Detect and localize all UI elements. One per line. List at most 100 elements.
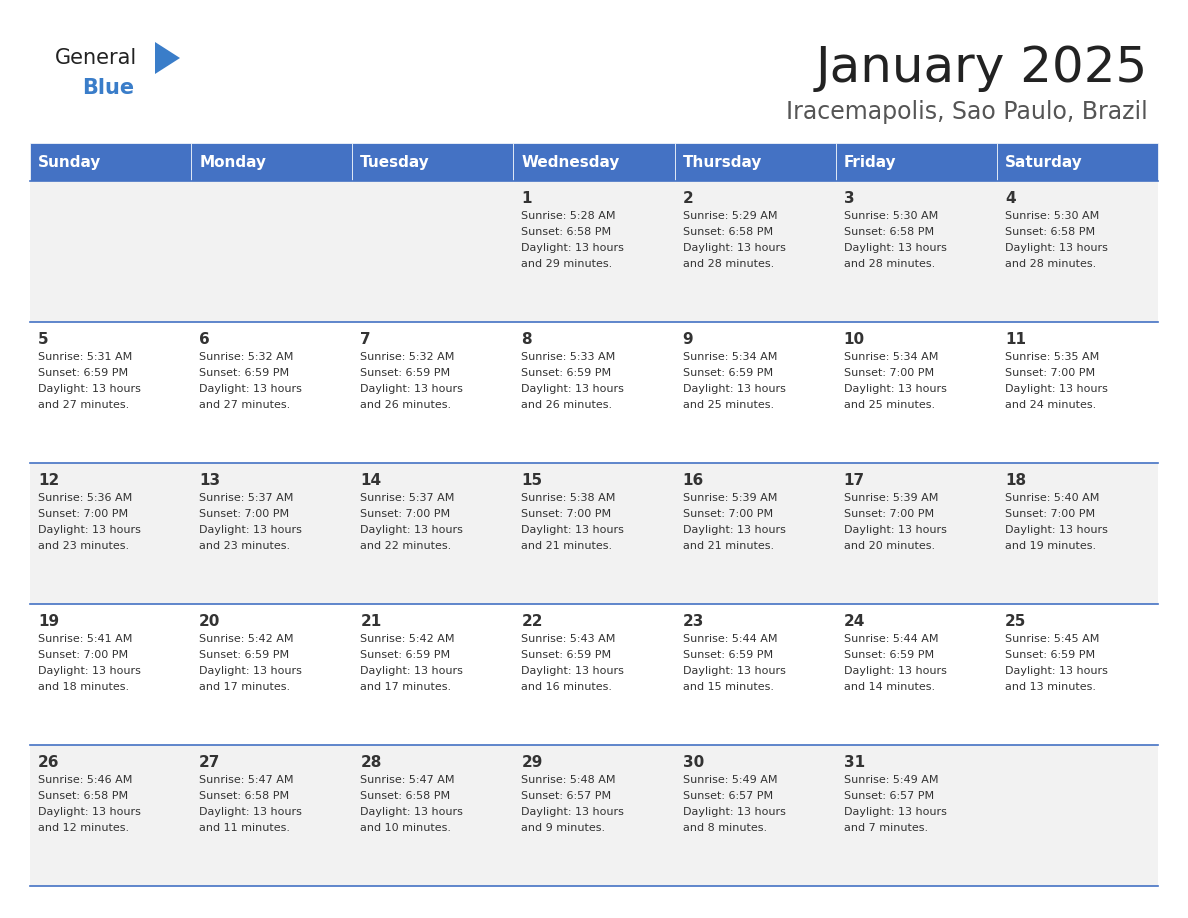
Text: and 24 minutes.: and 24 minutes. <box>1005 400 1097 410</box>
Text: 25: 25 <box>1005 614 1026 629</box>
Text: 14: 14 <box>360 473 381 488</box>
Text: Daylight: 13 hours: Daylight: 13 hours <box>683 243 785 253</box>
Text: Friday: Friday <box>843 154 896 170</box>
Text: Sunrise: 5:41 AM: Sunrise: 5:41 AM <box>38 634 132 644</box>
Text: 27: 27 <box>200 755 221 770</box>
Text: Sunset: 7:00 PM: Sunset: 7:00 PM <box>360 509 450 519</box>
Text: Daylight: 13 hours: Daylight: 13 hours <box>843 666 947 676</box>
Text: 19: 19 <box>38 614 59 629</box>
Text: Daylight: 13 hours: Daylight: 13 hours <box>683 666 785 676</box>
Text: Sunset: 6:58 PM: Sunset: 6:58 PM <box>683 227 772 237</box>
Text: Sunrise: 5:44 AM: Sunrise: 5:44 AM <box>843 634 939 644</box>
Text: Sunset: 6:59 PM: Sunset: 6:59 PM <box>1005 650 1095 660</box>
Text: Sunset: 6:59 PM: Sunset: 6:59 PM <box>200 368 289 378</box>
Bar <box>997 143 1158 181</box>
Text: and 23 minutes.: and 23 minutes. <box>38 541 129 551</box>
Text: Sunset: 6:58 PM: Sunset: 6:58 PM <box>843 227 934 237</box>
Text: and 29 minutes.: and 29 minutes. <box>522 259 613 269</box>
Text: Sunset: 7:00 PM: Sunset: 7:00 PM <box>38 509 128 519</box>
Text: Daylight: 13 hours: Daylight: 13 hours <box>200 807 302 817</box>
Text: 13: 13 <box>200 473 220 488</box>
Text: Sunrise: 5:32 AM: Sunrise: 5:32 AM <box>200 352 293 362</box>
Text: 5: 5 <box>38 332 49 347</box>
Text: Daylight: 13 hours: Daylight: 13 hours <box>1005 666 1107 676</box>
Text: Daylight: 13 hours: Daylight: 13 hours <box>843 525 947 535</box>
Text: and 14 minutes.: and 14 minutes. <box>843 682 935 692</box>
Bar <box>30 745 1158 886</box>
Bar <box>513 143 675 181</box>
Text: Sunset: 6:59 PM: Sunset: 6:59 PM <box>683 650 772 660</box>
Text: and 8 minutes.: and 8 minutes. <box>683 823 766 833</box>
Text: Sunrise: 5:33 AM: Sunrise: 5:33 AM <box>522 352 615 362</box>
Text: Daylight: 13 hours: Daylight: 13 hours <box>522 666 625 676</box>
Text: Monday: Monday <box>200 154 266 170</box>
Text: Sunrise: 5:36 AM: Sunrise: 5:36 AM <box>38 493 132 503</box>
Text: Sunset: 7:00 PM: Sunset: 7:00 PM <box>38 650 128 660</box>
Text: Sunrise: 5:39 AM: Sunrise: 5:39 AM <box>843 493 939 503</box>
Text: Sunset: 6:58 PM: Sunset: 6:58 PM <box>38 791 128 801</box>
Text: Daylight: 13 hours: Daylight: 13 hours <box>1005 384 1107 394</box>
Text: 20: 20 <box>200 614 221 629</box>
Text: Daylight: 13 hours: Daylight: 13 hours <box>360 525 463 535</box>
Text: 11: 11 <box>1005 332 1026 347</box>
Text: and 28 minutes.: and 28 minutes. <box>843 259 935 269</box>
Text: 30: 30 <box>683 755 703 770</box>
Text: 3: 3 <box>843 191 854 206</box>
Text: Sunset: 7:00 PM: Sunset: 7:00 PM <box>1005 509 1095 519</box>
Text: and 12 minutes.: and 12 minutes. <box>38 823 129 833</box>
Text: and 10 minutes.: and 10 minutes. <box>360 823 451 833</box>
Text: Daylight: 13 hours: Daylight: 13 hours <box>200 384 302 394</box>
Text: 16: 16 <box>683 473 703 488</box>
Text: Thursday: Thursday <box>683 154 762 170</box>
Text: Daylight: 13 hours: Daylight: 13 hours <box>1005 243 1107 253</box>
Text: Daylight: 13 hours: Daylight: 13 hours <box>522 807 625 817</box>
Text: Sunrise: 5:42 AM: Sunrise: 5:42 AM <box>360 634 455 644</box>
Text: 23: 23 <box>683 614 704 629</box>
Text: Sunrise: 5:48 AM: Sunrise: 5:48 AM <box>522 775 615 785</box>
Text: 28: 28 <box>360 755 381 770</box>
Text: Sunset: 6:58 PM: Sunset: 6:58 PM <box>360 791 450 801</box>
Text: Sunset: 7:00 PM: Sunset: 7:00 PM <box>683 509 772 519</box>
Text: and 18 minutes.: and 18 minutes. <box>38 682 129 692</box>
Text: 7: 7 <box>360 332 371 347</box>
Text: Daylight: 13 hours: Daylight: 13 hours <box>200 525 302 535</box>
Text: 31: 31 <box>843 755 865 770</box>
Text: Saturday: Saturday <box>1005 154 1082 170</box>
Text: Sunrise: 5:49 AM: Sunrise: 5:49 AM <box>843 775 939 785</box>
Text: and 20 minutes.: and 20 minutes. <box>843 541 935 551</box>
Text: Sunrise: 5:42 AM: Sunrise: 5:42 AM <box>200 634 293 644</box>
Text: Sunrise: 5:47 AM: Sunrise: 5:47 AM <box>200 775 293 785</box>
Text: Sunset: 6:59 PM: Sunset: 6:59 PM <box>360 368 450 378</box>
Text: Daylight: 13 hours: Daylight: 13 hours <box>683 384 785 394</box>
Text: Sunset: 7:00 PM: Sunset: 7:00 PM <box>843 368 934 378</box>
Text: and 19 minutes.: and 19 minutes. <box>1005 541 1097 551</box>
Text: Daylight: 13 hours: Daylight: 13 hours <box>683 807 785 817</box>
Text: Sunrise: 5:31 AM: Sunrise: 5:31 AM <box>38 352 132 362</box>
Text: Daylight: 13 hours: Daylight: 13 hours <box>683 525 785 535</box>
Text: and 9 minutes.: and 9 minutes. <box>522 823 606 833</box>
Text: Sunrise: 5:35 AM: Sunrise: 5:35 AM <box>1005 352 1099 362</box>
Bar <box>835 143 997 181</box>
Text: Sunrise: 5:34 AM: Sunrise: 5:34 AM <box>683 352 777 362</box>
Text: Daylight: 13 hours: Daylight: 13 hours <box>843 807 947 817</box>
Text: Blue: Blue <box>82 78 134 98</box>
Text: Sunrise: 5:37 AM: Sunrise: 5:37 AM <box>360 493 455 503</box>
Text: General: General <box>55 48 138 68</box>
Text: 6: 6 <box>200 332 210 347</box>
Text: Sunset: 6:59 PM: Sunset: 6:59 PM <box>38 368 128 378</box>
Text: Sunrise: 5:30 AM: Sunrise: 5:30 AM <box>843 211 939 221</box>
Text: Sunrise: 5:40 AM: Sunrise: 5:40 AM <box>1005 493 1099 503</box>
Text: and 26 minutes.: and 26 minutes. <box>522 400 613 410</box>
Text: Sunrise: 5:28 AM: Sunrise: 5:28 AM <box>522 211 615 221</box>
Bar <box>30 143 191 181</box>
Text: Daylight: 13 hours: Daylight: 13 hours <box>843 243 947 253</box>
Text: Sunrise: 5:32 AM: Sunrise: 5:32 AM <box>360 352 455 362</box>
Text: Sunset: 7:00 PM: Sunset: 7:00 PM <box>200 509 289 519</box>
Text: Sunrise: 5:30 AM: Sunrise: 5:30 AM <box>1005 211 1099 221</box>
Bar <box>675 143 835 181</box>
Text: Sunday: Sunday <box>38 154 101 170</box>
Text: Daylight: 13 hours: Daylight: 13 hours <box>522 384 625 394</box>
Text: and 15 minutes.: and 15 minutes. <box>683 682 773 692</box>
Text: 17: 17 <box>843 473 865 488</box>
Text: Sunset: 6:59 PM: Sunset: 6:59 PM <box>843 650 934 660</box>
